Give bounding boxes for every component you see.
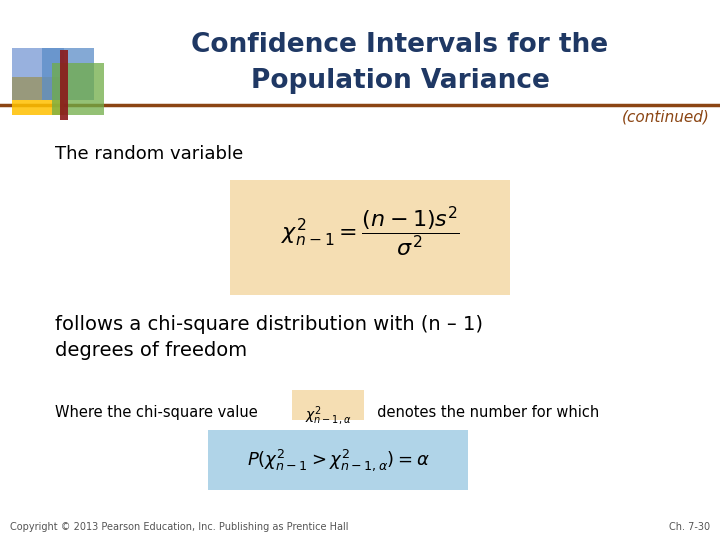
Text: denotes the number for which: denotes the number for which: [368, 405, 599, 420]
Text: $\chi^{2}_{n-1} = \dfrac{(n-1)s^{2}}{\sigma^{2}}$: $\chi^{2}_{n-1} = \dfrac{(n-1)s^{2}}{\si…: [281, 205, 459, 259]
Text: Where the chi-square value: Where the chi-square value: [55, 405, 258, 420]
FancyBboxPatch shape: [12, 48, 64, 100]
FancyBboxPatch shape: [208, 430, 468, 490]
Text: $\chi^{2}_{n-1,\alpha}$: $\chi^{2}_{n-1,\alpha}$: [305, 405, 351, 428]
FancyBboxPatch shape: [52, 63, 104, 115]
Text: Ch. 7-30: Ch. 7-30: [669, 522, 710, 532]
Text: $P(\chi^{2}_{n-1} > \chi^{2}_{n-1,\alpha}) = \alpha$: $P(\chi^{2}_{n-1} > \chi^{2}_{n-1,\alpha…: [247, 447, 429, 473]
Text: Copyright © 2013 Pearson Education, Inc. Publishing as Prentice Hall: Copyright © 2013 Pearson Education, Inc.…: [10, 522, 348, 532]
FancyBboxPatch shape: [292, 390, 364, 420]
Text: follows a chi-square distribution with (n – 1)
degrees of freedom: follows a chi-square distribution with (…: [55, 315, 483, 360]
FancyBboxPatch shape: [42, 48, 94, 100]
FancyBboxPatch shape: [60, 50, 68, 120]
Text: Population Variance: Population Variance: [251, 68, 549, 94]
FancyBboxPatch shape: [12, 77, 64, 115]
Text: The random variable: The random variable: [55, 145, 243, 163]
Text: (continued): (continued): [622, 110, 710, 125]
FancyBboxPatch shape: [230, 180, 510, 295]
Text: Confidence Intervals for the: Confidence Intervals for the: [192, 32, 608, 58]
